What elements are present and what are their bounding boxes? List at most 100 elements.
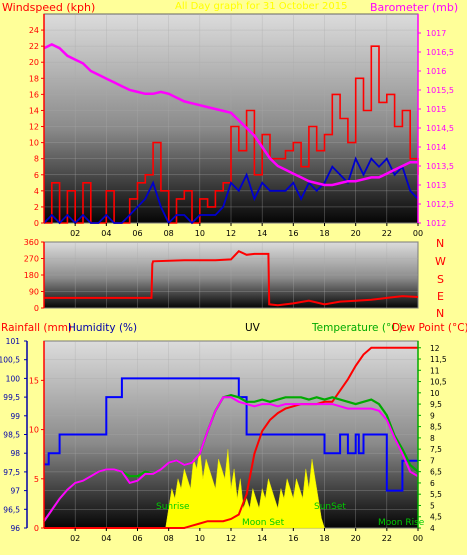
x-tick-label: 12 — [226, 229, 236, 238]
x-tick-label: 04 — [101, 534, 111, 543]
y-right-tick-label: 1015,5 — [426, 86, 454, 95]
uv-tick-label: 15 — [29, 376, 39, 385]
temp-tick-label: 8,5 — [430, 423, 442, 432]
x-tick-label: 20 — [351, 229, 361, 238]
y-tick-label: 18 — [29, 74, 39, 83]
humidity-tick-label: 97,5 — [3, 468, 20, 477]
x-tick-label: 16 — [288, 229, 298, 238]
x-tick-label: 12 — [226, 534, 236, 543]
x-tick-label: 06 — [132, 534, 142, 543]
x-tick-label: 10 — [195, 534, 205, 543]
humidity-tick-label: 96,5 — [3, 505, 20, 514]
barometer-line — [43, 43, 418, 187]
uv-area — [165, 449, 325, 529]
x-tick-label: 06 — [132, 229, 142, 238]
x-tick-label: 22 — [382, 534, 392, 543]
humidity-tick-label: 98,5 — [3, 431, 20, 440]
x-tick-label: 00 — [413, 534, 423, 543]
x-tick-label: 04 — [101, 229, 111, 238]
x-tick-label: 08 — [164, 229, 174, 238]
y-right-tick-label: 1012,5 — [426, 200, 454, 209]
temp-tick-label: 11,5 — [430, 355, 447, 364]
y-tick-label: 0 — [34, 219, 39, 228]
compass-labels: N W S E N — [435, 237, 446, 320]
temp-tick-label: 10 — [430, 389, 440, 398]
humidity-line — [44, 377, 418, 492]
temp-tick-label: 5,5 — [430, 490, 442, 499]
temp-tick-label: 4 — [430, 524, 435, 533]
direction-axes: 0 90 180 270 360 — [24, 238, 45, 313]
y-tick-label: 16 — [29, 90, 39, 99]
y-tick-label: 0 — [34, 304, 39, 313]
wind-direction-chart: 0 90 180 270 360 N W S E N — [24, 237, 446, 320]
y-right-tick-label: 1017 — [426, 29, 446, 38]
barometer-label: Barometer (mb) — [370, 1, 458, 14]
humidity-tick-label: 100 — [6, 374, 21, 383]
x-tick-label: 00 — [413, 229, 423, 238]
y-tick-label: 270 — [24, 255, 39, 264]
y-tick-label: 22 — [29, 42, 39, 51]
temperature-label: Temperature (°C) — [311, 322, 403, 334]
x-tick-label: 20 — [351, 534, 361, 543]
sunrise-annotation: Sunrise — [156, 502, 190, 512]
x-tick-label: 14 — [257, 229, 267, 238]
temp-tick-label: 4,5 — [430, 513, 442, 522]
compass-label: N — [436, 237, 444, 250]
temp-tick-label: 6 — [430, 479, 435, 488]
temp-tick-label: 7,5 — [430, 445, 442, 454]
dewpoint-label: Dew Point (°C) — [392, 322, 467, 334]
temp-tick-label: 9 — [430, 411, 435, 420]
humidity-tick-label: 98 — [10, 449, 20, 458]
uv-label: UV — [245, 322, 261, 334]
y-tick-label: 10 — [29, 139, 39, 148]
chart-subtitle: All Day graph for 31 October 2015 — [175, 1, 347, 12]
x-tick-label: 18 — [319, 229, 329, 238]
humidity-tick-label: 96 — [10, 524, 20, 533]
y-tick-label: 6 — [34, 171, 39, 180]
moonset-annotation: Moon Set — [242, 518, 285, 528]
humidity-tick-label: 100,5 — [0, 356, 20, 365]
rainfall-line — [43, 396, 419, 522]
moonrise-annotation: Moon Rise — [378, 518, 425, 528]
y-right-tick-label: 1015 — [426, 105, 446, 114]
direction-line — [44, 249, 419, 307]
wind-axes: 02468101214161820222410121012,510131013,… — [29, 14, 454, 238]
wind-barometer-chart: 02468101214161820222410121012,510131013,… — [2, 1, 458, 238]
x-tick-label: 16 — [288, 534, 298, 543]
y-right-tick-label: 1012 — [426, 219, 446, 228]
x-tick-label: 02 — [70, 229, 80, 238]
y-right-tick-label: 1016,5 — [426, 48, 454, 57]
uv-tick-label: 10 — [29, 426, 39, 435]
compass-label: N — [436, 307, 444, 320]
temp-tick-label: 8 — [430, 434, 435, 443]
uv-tick-label: 0 — [34, 524, 39, 533]
y-right-tick-label: 1014 — [426, 143, 446, 152]
y-right-tick-label: 1016 — [426, 67, 446, 76]
temp-tick-label: 5 — [430, 501, 435, 510]
temp-tick-label: 12 — [430, 344, 440, 353]
y-tick-label: 4 — [34, 187, 39, 196]
temp-tick-label: 7 — [430, 456, 435, 465]
y-right-tick-label: 1013 — [426, 181, 446, 190]
temp-axes: 9696,59797,59898,59999,5100100,510105101… — [0, 337, 447, 543]
compass-label: W — [435, 255, 446, 268]
y-tick-label: 14 — [29, 106, 39, 115]
y-tick-label: 24 — [29, 26, 39, 35]
temp-series — [43, 346, 419, 529]
x-tick-label: 22 — [382, 229, 392, 238]
y-right-tick-label: 1013,5 — [426, 162, 454, 171]
temperature-humidity-chart: 9696,59797,59898,59999,5100100,510105101… — [0, 322, 467, 543]
wind-series — [43, 43, 419, 225]
windspeed-line — [44, 45, 419, 224]
humidity-label: Humidity (%) — [68, 322, 137, 334]
windspeed-label: Windspeed (kph) — [2, 1, 95, 14]
y-right-tick-label: 1014,5 — [426, 124, 454, 133]
x-tick-label: 08 — [164, 534, 174, 543]
temp-tick-label: 9,5 — [430, 400, 442, 409]
y-tick-label: 8 — [34, 155, 39, 164]
wind-avg-line — [43, 156, 419, 225]
compass-label: E — [437, 290, 444, 303]
humidity-tick-label: 99,5 — [3, 393, 20, 402]
humidity-tick-label: 101 — [6, 337, 21, 346]
